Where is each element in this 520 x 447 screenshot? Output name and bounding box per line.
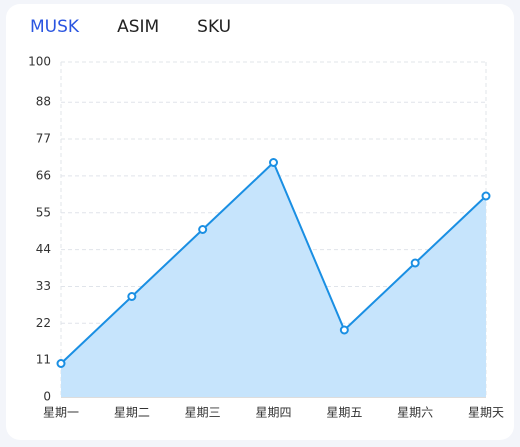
tab-bar: MUSK ASIM SKU	[30, 17, 231, 37]
point	[269, 158, 278, 167]
area	[61, 162, 486, 397]
y-tick-label: 66	[36, 168, 51, 182]
x-tick-label: 星期二	[114, 406, 150, 420]
y-tick-label: 11	[36, 353, 51, 367]
x-tick-label: 星期五	[326, 406, 362, 420]
tab[interactable]: ASIM	[117, 17, 160, 37]
x-tick-label: 星期天	[468, 406, 504, 420]
y-tick-label: 88	[36, 95, 51, 109]
y-tick-label: 33	[36, 279, 51, 293]
y-tick-label: 44	[36, 242, 51, 256]
point	[198, 225, 208, 234]
y-tick-label: 77	[36, 132, 51, 146]
x-tick-label: 星期四	[255, 406, 291, 420]
tab[interactable]: MUSK	[30, 17, 80, 37]
y-tick-label: 55	[36, 205, 51, 219]
point	[410, 258, 420, 268]
x-tick-label: 星期三	[185, 406, 221, 420]
y-tick-label: 100	[28, 55, 51, 69]
point	[481, 191, 491, 201]
point	[56, 359, 66, 368]
y-tick-label: 0	[43, 390, 51, 404]
x-tick-label: 星期六	[397, 406, 433, 420]
y-tick-label: 22	[36, 316, 51, 330]
point	[127, 292, 137, 301]
x-tick-label: 星期一	[43, 406, 79, 420]
tab[interactable]: SKU	[197, 17, 232, 37]
point	[339, 325, 349, 335]
